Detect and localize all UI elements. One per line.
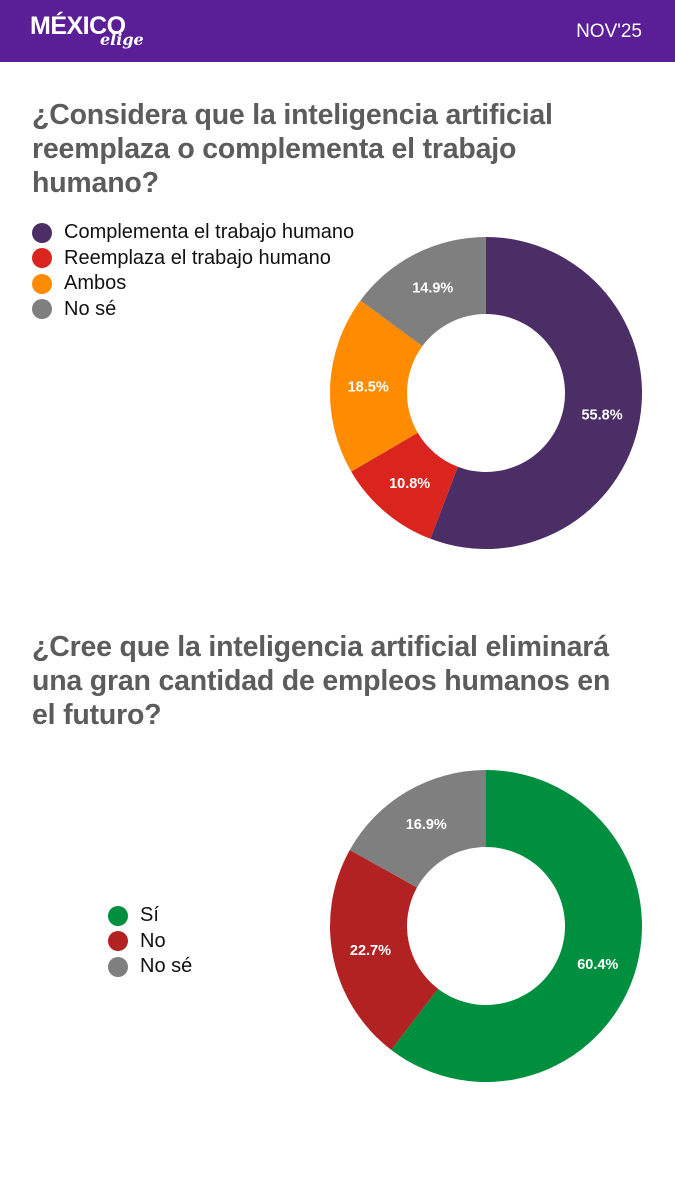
legend-swatch (32, 248, 52, 269)
legend-swatch (108, 905, 128, 926)
legend-label: No (140, 929, 166, 952)
pie-slice (349, 770, 486, 888)
slice-label: 14.9% (412, 281, 453, 297)
slice-label: 16.9% (406, 817, 447, 833)
legend-swatch (32, 299, 52, 320)
legend-label: No sé (64, 297, 117, 320)
pie-slice (351, 432, 458, 539)
slice-label: 55.8% (581, 407, 622, 423)
legend-label: No sé (140, 955, 193, 978)
legend-swatch (32, 222, 52, 243)
legend-item: Ambos (32, 271, 354, 297)
legend-swatch (108, 956, 128, 977)
header-bar: MÉXICO elige NOV'25 (0, 0, 675, 62)
chart-2-legend: Sí No No sé (108, 903, 192, 980)
logo-main-text: MÉXICO (30, 12, 126, 40)
date-label: NOV'25 (576, 21, 642, 42)
legend-item: Sí (108, 903, 192, 929)
chart-1-legend: Complementa el trabajo humano Reemplaza … (32, 220, 354, 322)
logo-sub-text: elige (100, 30, 144, 49)
legend-label: Ambos (64, 272, 127, 295)
pie-slice (329, 849, 438, 1050)
chart-2-title: ¿Cree que la inteligencia artificial eli… (32, 631, 611, 731)
legend-item: No sé (32, 297, 354, 323)
chart-1-title: ¿Considera que la inteligencia artificia… (32, 99, 553, 199)
pie-slice (360, 237, 486, 347)
slice-label: 18.5% (348, 380, 389, 396)
legend-item: Complementa el trabajo humano (32, 220, 354, 246)
legend-item: No (108, 929, 192, 955)
legend-swatch (108, 931, 128, 952)
mexico-elige-logo: MÉXICO elige (30, 10, 150, 54)
legend-swatch (32, 273, 52, 294)
legend-item: No sé (108, 954, 192, 980)
legend-label: Reemplaza el trabajo humano (64, 246, 331, 269)
slice-label: 60.4% (577, 957, 618, 973)
slice-label: 22.7% (350, 943, 391, 959)
legend-label: Complementa el trabajo humano (64, 221, 355, 244)
slice-label: 10.8% (389, 476, 430, 492)
pie-slice (330, 300, 423, 472)
legend-label: Sí (140, 904, 159, 927)
pie-slice (430, 237, 643, 550)
pie-slice (391, 770, 642, 1082)
legend-item: Reemplaza el trabajo humano (32, 246, 354, 272)
